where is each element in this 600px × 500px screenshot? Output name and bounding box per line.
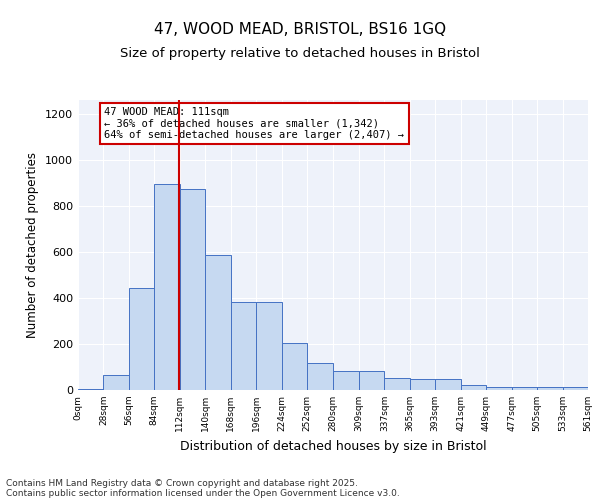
Bar — [256, 302, 281, 390]
Bar — [231, 302, 256, 390]
Text: 47 WOOD MEAD: 111sqm
← 36% of detached houses are smaller (1,342)
64% of semi-de: 47 WOOD MEAD: 111sqm ← 36% of detached h… — [104, 107, 404, 140]
Bar — [332, 371, 359, 390]
Y-axis label: Number of detached properties: Number of detached properties — [26, 152, 40, 338]
Bar — [512, 386, 537, 390]
Bar — [385, 378, 410, 390]
Text: 47, WOOD MEAD, BRISTOL, BS16 1GQ: 47, WOOD MEAD, BRISTOL, BS16 1GQ — [154, 22, 446, 38]
X-axis label: Distribution of detached houses by size in Bristol: Distribution of detached houses by size … — [179, 440, 487, 452]
Bar — [281, 343, 307, 390]
Bar — [359, 371, 385, 390]
Bar — [205, 256, 231, 390]
Bar — [537, 386, 563, 390]
Bar — [461, 386, 486, 390]
Bar — [307, 363, 332, 390]
Bar — [486, 386, 512, 390]
Bar — [78, 389, 103, 390]
Text: Contains public sector information licensed under the Open Government Licence v3: Contains public sector information licen… — [6, 488, 400, 498]
Text: Size of property relative to detached houses in Bristol: Size of property relative to detached ho… — [120, 47, 480, 60]
Bar — [129, 288, 154, 390]
Bar — [563, 387, 588, 390]
Bar — [180, 188, 205, 390]
Text: Contains HM Land Registry data © Crown copyright and database right 2025.: Contains HM Land Registry data © Crown c… — [6, 478, 358, 488]
Bar — [410, 379, 435, 390]
Bar — [103, 375, 129, 390]
Bar — [154, 184, 180, 390]
Bar — [435, 379, 461, 390]
